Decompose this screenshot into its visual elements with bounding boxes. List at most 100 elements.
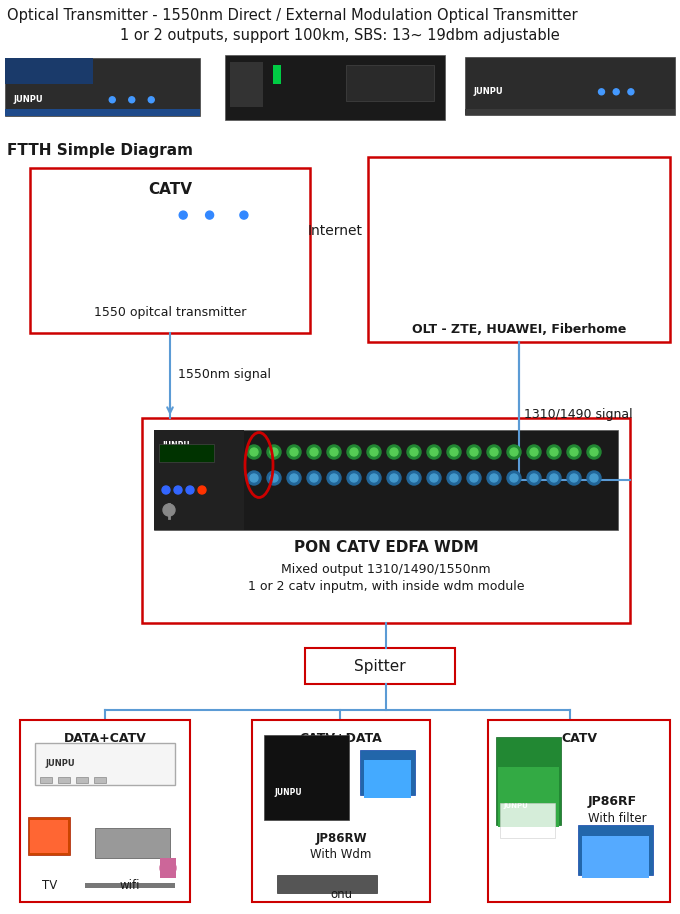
Bar: [368, 157, 670, 342]
Circle shape: [186, 486, 194, 494]
Circle shape: [567, 445, 581, 459]
Bar: [35, 743, 175, 785]
Text: JUNPU: JUNPU: [46, 210, 78, 219]
Circle shape: [590, 448, 598, 456]
Text: CATV+DATA: CATV+DATA: [300, 732, 382, 745]
Bar: [417, 234, 641, 242]
Text: JUNPU: JUNPU: [274, 788, 302, 797]
Bar: [417, 282, 641, 290]
Circle shape: [267, 471, 281, 485]
Text: onu: onu: [330, 888, 352, 901]
Bar: [38, 196, 302, 223]
Bar: [465, 109, 675, 115]
Circle shape: [347, 445, 361, 459]
Circle shape: [290, 448, 298, 456]
Circle shape: [510, 474, 518, 482]
Circle shape: [410, 474, 418, 482]
Circle shape: [370, 448, 378, 456]
Circle shape: [390, 474, 398, 482]
Text: CATV: CATV: [148, 182, 192, 197]
Circle shape: [547, 445, 561, 459]
Bar: [417, 243, 641, 251]
Bar: [305, 648, 455, 684]
Circle shape: [160, 860, 176, 876]
Text: JUNPU: JUNPU: [13, 95, 43, 104]
Text: JP86RW: JP86RW: [316, 832, 367, 845]
Circle shape: [570, 448, 578, 456]
Circle shape: [370, 474, 378, 482]
Circle shape: [490, 474, 498, 482]
Bar: [496, 737, 561, 825]
Text: 1550nm signal: 1550nm signal: [178, 368, 271, 381]
Text: Optical Transmitter - 1550nm Direct / External Modulation Optical Transmitter: Optical Transmitter - 1550nm Direct / Ex…: [7, 8, 577, 23]
Bar: [578, 825, 653, 875]
Bar: [154, 430, 244, 530]
Circle shape: [163, 504, 175, 516]
Circle shape: [587, 471, 601, 485]
Circle shape: [507, 445, 521, 459]
Circle shape: [307, 471, 321, 485]
Bar: [465, 57, 675, 115]
Circle shape: [570, 474, 578, 482]
Circle shape: [510, 448, 518, 456]
Bar: [160, 858, 176, 878]
Circle shape: [390, 448, 398, 456]
Bar: [417, 253, 641, 261]
Circle shape: [550, 448, 558, 456]
Circle shape: [613, 89, 619, 95]
Circle shape: [530, 474, 538, 482]
Bar: [488, 720, 670, 902]
Bar: [225, 55, 445, 120]
Circle shape: [148, 97, 154, 102]
Circle shape: [250, 474, 258, 482]
Bar: [273, 65, 282, 84]
Bar: [5, 58, 92, 84]
Bar: [76, 777, 88, 783]
Circle shape: [427, 471, 441, 485]
Text: PON CATV EDFA WDM: PON CATV EDFA WDM: [294, 540, 478, 555]
Text: Mixed output 1310/1490/1550nm: Mixed output 1310/1490/1550nm: [282, 563, 491, 576]
Bar: [417, 215, 641, 223]
Bar: [38, 225, 302, 291]
Bar: [346, 65, 434, 101]
Circle shape: [410, 448, 418, 456]
Bar: [28, 817, 70, 855]
Circle shape: [310, 448, 318, 456]
Circle shape: [367, 445, 381, 459]
Bar: [504, 311, 534, 317]
Bar: [417, 272, 641, 281]
Text: JUNPU: JUNPU: [45, 759, 75, 768]
Circle shape: [347, 471, 361, 485]
Circle shape: [129, 97, 135, 102]
Bar: [395, 240, 413, 292]
Bar: [582, 836, 649, 878]
Text: DATA+CATV: DATA+CATV: [64, 732, 146, 745]
Circle shape: [247, 471, 261, 485]
Circle shape: [287, 471, 301, 485]
Text: 1310/1490 signal: 1310/1490 signal: [524, 408, 632, 421]
Bar: [85, 883, 175, 888]
Circle shape: [310, 474, 318, 482]
Text: With filter: With filter: [588, 812, 647, 825]
Circle shape: [109, 97, 115, 102]
Circle shape: [367, 471, 381, 485]
Bar: [252, 720, 430, 902]
Bar: [95, 828, 170, 858]
Bar: [360, 750, 415, 795]
Text: 1 or 2 outputs, support 100km, SBS: 13~ 19dbm adjustable: 1 or 2 outputs, support 100km, SBS: 13~ …: [120, 28, 560, 43]
Circle shape: [205, 211, 214, 219]
Circle shape: [487, 445, 501, 459]
Bar: [58, 777, 70, 783]
Bar: [5, 109, 200, 116]
Bar: [417, 176, 641, 184]
Bar: [417, 263, 641, 271]
Text: wifi: wifi: [120, 879, 140, 892]
Circle shape: [567, 471, 581, 485]
Circle shape: [527, 471, 541, 485]
Circle shape: [450, 474, 458, 482]
Text: 1 or 2 catv inputm, with inside wdm module: 1 or 2 catv inputm, with inside wdm modu…: [248, 580, 524, 593]
Circle shape: [430, 474, 438, 482]
Circle shape: [550, 474, 558, 482]
Bar: [5, 58, 200, 116]
Text: Internet: Internet: [308, 224, 363, 238]
